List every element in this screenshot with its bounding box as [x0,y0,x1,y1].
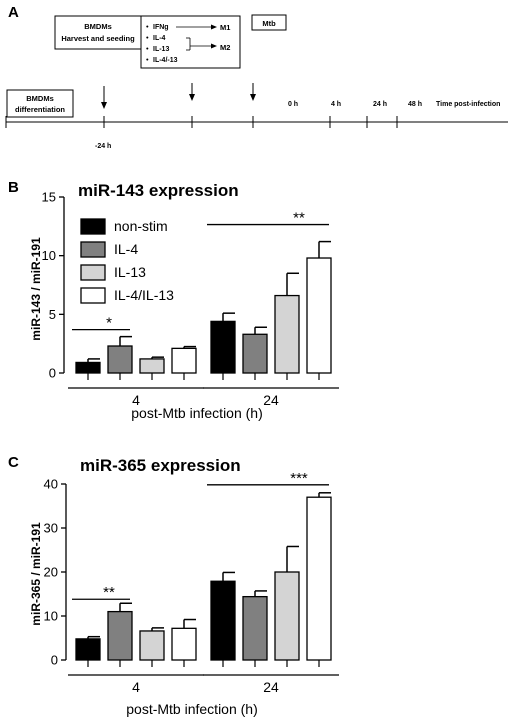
c-category-label-0: 4 [132,679,140,695]
stim-ifng: IFNg [153,24,169,31]
panel-c-letter: C [8,454,19,471]
bmdm-harvest-line1: BMDMs [84,22,112,31]
b-bar-0-0 [75,361,101,374]
stimulation-box [140,15,241,69]
stim-bullet-4: • [146,55,149,64]
time-48h: 48 h [408,101,422,108]
c-ytick-label-0: 0 [51,653,58,668]
arrow-infection-head [250,94,256,101]
m1-arrow-head [211,24,217,30]
chart-b-legend: non-stim IL-4 IL-13 IL-4/IL-13 [80,218,174,304]
b-bar-0-1 [107,345,133,374]
arrow-stim-head [189,94,195,101]
c-bar-0-1 [107,610,133,661]
c-bar-0-3 [171,627,197,661]
differentiation-box [6,89,74,118]
b-ytick-label-3: 15 [42,190,56,205]
c-ytick-label-3: 30 [44,521,58,536]
legend-label-3: IL-4/IL-13 [114,287,174,303]
stim-il13: IL-13 [153,46,169,53]
c-sig-stars-1: *** [290,470,308,487]
time-4h: 4 h [331,101,341,108]
legend-swatch-2 [80,264,106,281]
legend-swatch-0 [80,218,106,235]
c-bar-0-0 [75,638,101,661]
chart-b-title: miR-143 expression [78,181,239,200]
bmdm-harvest-line2: Harvest and seeding [61,34,135,43]
stim-bullet-2: • [146,33,149,42]
panel-a-letter: A [8,4,19,21]
chart-c-xlabel: post-Mtb infection (h) [126,701,258,717]
b-bar-1-3 [306,257,332,374]
b-ytick-label-0: 0 [49,366,56,381]
b-bar-1-2 [274,294,300,374]
stim-bullet-3: • [146,44,149,53]
time-24h: 24 h [373,101,387,108]
time-axis-label: Time post-infection [436,101,500,108]
b-bar-0-2 [139,358,165,374]
b-ytick-label-2: 10 [42,248,56,263]
legend-label-0: non-stim [114,218,168,234]
m1-label: M1 [220,23,230,32]
c-sig-stars-0: ** [103,584,115,601]
b-category-label-0: 4 [132,392,140,408]
b-bar-1-0 [210,320,236,374]
c-bar-1-0 [210,580,236,661]
legend-swatch-3 [80,287,106,304]
panel-b-letter: B [8,179,19,196]
mtb-label: Mtb [262,19,276,28]
b-bar-0-3 [171,347,197,374]
legend-swatch-1 [80,241,106,258]
c-bar-0-2 [139,630,165,661]
c-ytick-label-2: 20 [44,565,58,580]
chart-b-xlabel: post-Mtb infection (h) [131,405,263,421]
b-bar-1-1 [242,333,268,374]
mtb-box [251,14,287,31]
diff-line1: BMDMs [26,94,54,103]
bmdm-harvest-box [54,15,142,50]
time-minus24: -24 h [95,143,111,150]
b-sig-stars-1: ** [293,210,305,227]
c-ytick-label-4: 40 [44,477,58,492]
b-sig-stars-0: * [106,315,112,332]
c-bar-1-1 [242,595,268,661]
panel-c-chart: C miR-365 expression miR-365 / miR-191 p… [8,454,339,717]
c-bar-1-2 [274,571,300,661]
m2-label: M2 [220,43,230,52]
panel-a-timeline: A BMDMs Harvest and seeding • IFNg • IL-… [5,4,508,150]
b-category-label-1: 24 [263,392,279,408]
m2-arrow-head [211,43,217,49]
c-ytick-label-1: 10 [44,609,58,624]
stim-bullet-1: • [146,22,149,31]
time-0h: 0 h [288,101,298,108]
chart-b-ylabel: miR-143 / miR-191 [29,237,43,341]
arrow-harvest-head [101,102,107,109]
diff-line2: differentiation [15,105,65,114]
c-bar-1-3 [306,496,332,661]
b-ytick-label-1: 5 [49,307,56,322]
legend-label-2: IL-13 [114,264,146,280]
stim-il4: IL-4 [153,35,166,42]
legend-label-1: IL-4 [114,241,138,257]
chart-c-title: miR-365 expression [80,456,241,475]
panel-b-chart: B miR-143 expression miR-143 / miR-191 p… [8,179,339,421]
stim-il4-13: IL-4/-13 [153,57,178,64]
c-category-label-1: 24 [263,679,279,695]
chart-c-ylabel: miR-365 / miR-191 [29,522,43,626]
